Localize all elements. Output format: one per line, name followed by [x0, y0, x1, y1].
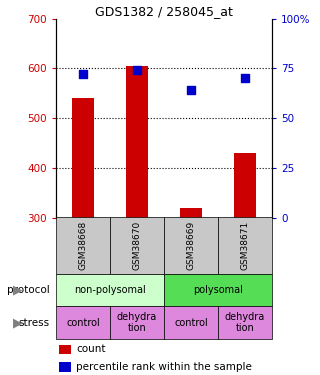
Bar	[164, 217, 218, 274]
Text: GSM38669: GSM38669	[187, 221, 196, 270]
Text: GSM38668: GSM38668	[78, 221, 87, 270]
Bar	[218, 217, 272, 274]
Bar	[110, 306, 164, 339]
Bar	[180, 208, 202, 218]
Point	[243, 75, 248, 81]
Text: control: control	[174, 318, 208, 327]
Text: ▶: ▶	[13, 283, 22, 296]
Bar	[126, 66, 148, 218]
Text: dehydra
tion: dehydra tion	[117, 312, 157, 333]
Text: GSM38671: GSM38671	[241, 221, 250, 270]
Bar	[59, 345, 71, 354]
Text: count: count	[76, 344, 105, 354]
Bar	[72, 98, 94, 218]
Bar	[218, 306, 272, 339]
Bar	[56, 274, 164, 306]
Bar	[234, 153, 256, 218]
Text: control: control	[66, 318, 100, 327]
Point	[80, 71, 85, 77]
Text: protocol: protocol	[7, 285, 50, 295]
Text: non-polysomal: non-polysomal	[74, 285, 146, 295]
Bar	[56, 306, 110, 339]
Bar	[56, 217, 110, 274]
Text: GSM38670: GSM38670	[132, 221, 141, 270]
Text: polysomal: polysomal	[193, 285, 243, 295]
Text: stress: stress	[19, 318, 50, 327]
Bar	[164, 274, 272, 306]
Point	[188, 87, 194, 93]
Text: ▶: ▶	[13, 316, 22, 329]
Bar	[59, 362, 71, 372]
Bar	[164, 306, 218, 339]
Title: GDS1382 / 258045_at: GDS1382 / 258045_at	[95, 4, 233, 18]
Text: percentile rank within the sample: percentile rank within the sample	[76, 362, 252, 372]
Point	[134, 68, 140, 74]
Bar	[110, 217, 164, 274]
Text: dehydra
tion: dehydra tion	[225, 312, 265, 333]
